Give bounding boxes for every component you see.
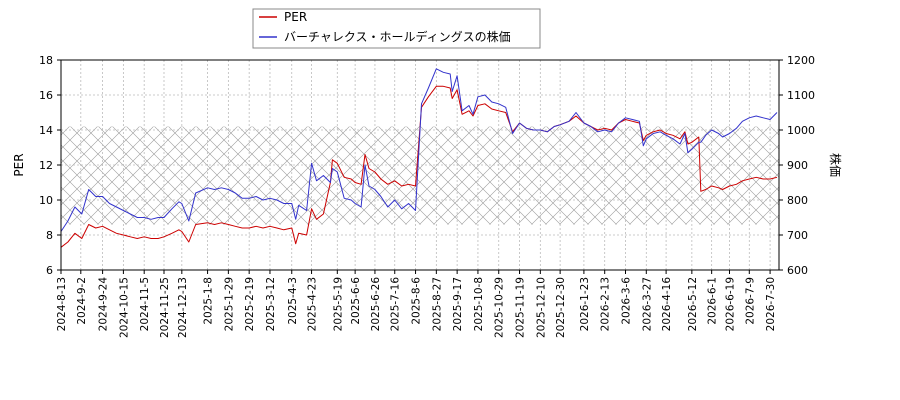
- right-tick-label: 1000: [787, 124, 815, 137]
- grid: [60, 59, 779, 271]
- x-tick-label: 2025-8-27: [431, 277, 443, 331]
- x-tick-label: 2026-7-30: [765, 277, 777, 331]
- right-tick-label: 1100: [787, 89, 815, 102]
- x-tick-label: 2025-2-19: [244, 277, 256, 331]
- left-tick-label: 14: [39, 124, 53, 137]
- right-tick-label: 900: [787, 159, 808, 172]
- legend-label-price: バーチャレクス・ホールディングスの株価: [284, 29, 511, 44]
- x-tick-label: 2024-12-13: [177, 277, 189, 338]
- x-tick-label: 2025-4-3: [287, 277, 299, 325]
- right-tick-label: 800: [787, 194, 808, 207]
- x-tick-label: 2025-1-29: [223, 277, 235, 331]
- x-tick-label: 2025-4-23: [307, 277, 319, 331]
- series-lines: [61, 68, 778, 248]
- left-tick-label: 8: [46, 229, 53, 242]
- x-tick-label: 2025-3-12: [265, 277, 277, 331]
- right-axis: 600 700 800 900 1000 1100 1200: [779, 54, 815, 277]
- x-tick-label: 2025-10-29: [494, 277, 506, 338]
- x-tick-label: 2026-3-6: [620, 277, 632, 325]
- x-tick-label: 2026-5-12: [687, 277, 699, 331]
- left-tick-label: 10: [39, 194, 53, 207]
- shaded-band-area: [61, 126, 779, 225]
- x-tick-label: 2025-1-8: [203, 277, 215, 325]
- right-tick-label: 1200: [787, 54, 815, 67]
- x-tick-label: 2025-11-19: [515, 277, 527, 338]
- x-tick-label: 2024-9-24: [98, 277, 110, 332]
- x-tick-label: 2025-10-8: [473, 277, 485, 331]
- x-tick-label: 2026-6-19: [724, 277, 736, 331]
- left-tick-label: 16: [39, 89, 53, 102]
- x-tick-label: 2026-4-16: [661, 277, 673, 332]
- left-axis: 6 8 10 12 14 16 18: [39, 54, 61, 277]
- y-axis-label-left: PER: [12, 153, 26, 176]
- series-line-per: [61, 85, 778, 248]
- left-tick-label: 12: [39, 159, 53, 172]
- right-tick-label: 700: [787, 229, 808, 242]
- x-tick-label: 2025-9-17: [452, 277, 464, 331]
- x-tick-label: 2025-8-6: [411, 277, 423, 325]
- y-axis-label-right: 株価: [828, 153, 843, 177]
- x-tick-label: 2026-1-23: [579, 277, 591, 331]
- x-tick-label: 2025-6-26: [370, 277, 382, 332]
- legend-box: [252, 8, 541, 49]
- x-tick-label: 2025-12-10: [535, 277, 547, 338]
- x-tick-label: 2025-12-30: [555, 277, 567, 338]
- left-tick-label: 6: [46, 264, 53, 277]
- x-tick-label: 2024-10-15: [118, 277, 130, 338]
- x-tick-label: 2024-11-25: [159, 277, 171, 338]
- x-tick-label: 2026-3-27: [641, 277, 653, 331]
- left-tick-label: 18: [39, 54, 53, 67]
- x-tick-label: 2025-5-19: [332, 277, 344, 331]
- x-tick-label: 2025-7-16: [390, 277, 402, 332]
- x-tick-label: 2024-9-2: [76, 277, 88, 325]
- series-line-price: [61, 68, 778, 232]
- x-tick-label: 2026-6-1: [707, 277, 719, 325]
- x-tick-label: 2024-11-5: [139, 277, 151, 331]
- legend-label-per: PER: [284, 10, 307, 24]
- x-axis: 2024-8-13 2024-9-2 2024-9-24 2024-10-15 2024…: [56, 270, 777, 338]
- shaded-band: [61, 126, 779, 225]
- right-tick-label: 600: [787, 264, 808, 277]
- legend: PER バーチャレクス・ホールディングスの株価: [252, 8, 541, 49]
- x-tick-label: 2026-2-13: [600, 277, 612, 331]
- x-tick-label: 2025-6-6: [350, 277, 362, 325]
- x-tick-label: 2024-8-13: [56, 277, 68, 331]
- x-tick-label: 2026-7-9: [744, 277, 756, 325]
